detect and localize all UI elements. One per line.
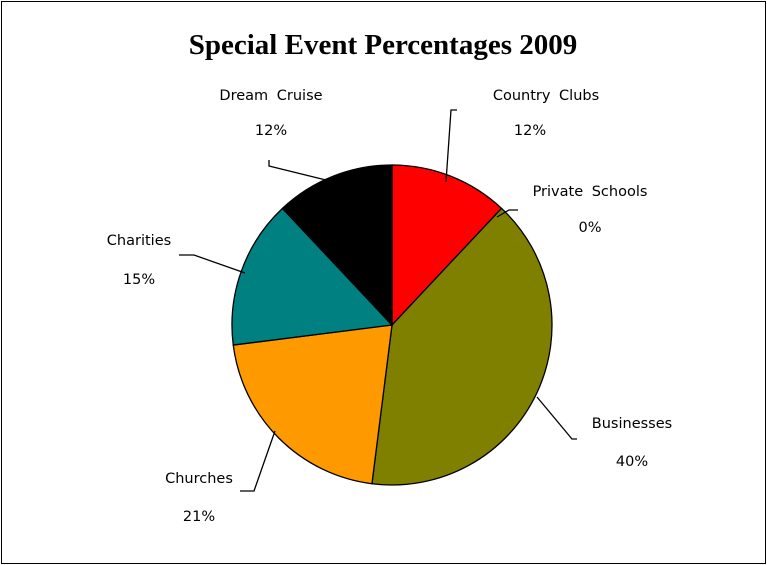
leader-line-dream-cruise	[268, 160, 339, 184]
leader-lines	[179, 109, 577, 492]
slice-label-dream-cruise: Dream Cruise	[219, 88, 322, 104]
pie-slice-dream-cruise	[281, 164, 393, 327]
slice-percent-dream-cruise: 12%	[255, 123, 287, 139]
leader-line-charities	[179, 254, 246, 274]
leader-line-private-schools	[496, 209, 518, 218]
chart-title: Special Event Percentages 2009	[189, 29, 577, 61]
slice-percent-private-schools: 0%	[578, 220, 601, 236]
leader-line-businesses	[536, 396, 577, 440]
slice-percent-charities: 15%	[123, 272, 155, 288]
slice-label-country-clubs: Country Clubs	[493, 88, 599, 104]
slice-label-charities: Charities	[107, 233, 171, 249]
slice-label-churches: Churches	[165, 471, 233, 487]
slice-percent-businesses: 40%	[616, 454, 648, 470]
slice-label-private-schools: Private Schools	[533, 184, 648, 200]
pie-slices	[231, 164, 553, 486]
pie-slice-country-clubs	[391, 164, 503, 327]
pie-slice-churches	[232, 324, 393, 485]
pie-slice-businesses	[371, 207, 553, 486]
slice-label-businesses: Businesses	[592, 416, 672, 432]
leader-line-churches	[240, 430, 276, 492]
data-labels: Country Clubs 12% Private Schools 0% Busines…	[107, 88, 672, 525]
pie-slice-charities	[231, 207, 394, 346]
slice-percent-country-clubs: 12%	[514, 123, 546, 139]
leader-line-country-clubs	[445, 109, 457, 183]
slice-percent-churches: 21%	[183, 509, 215, 525]
